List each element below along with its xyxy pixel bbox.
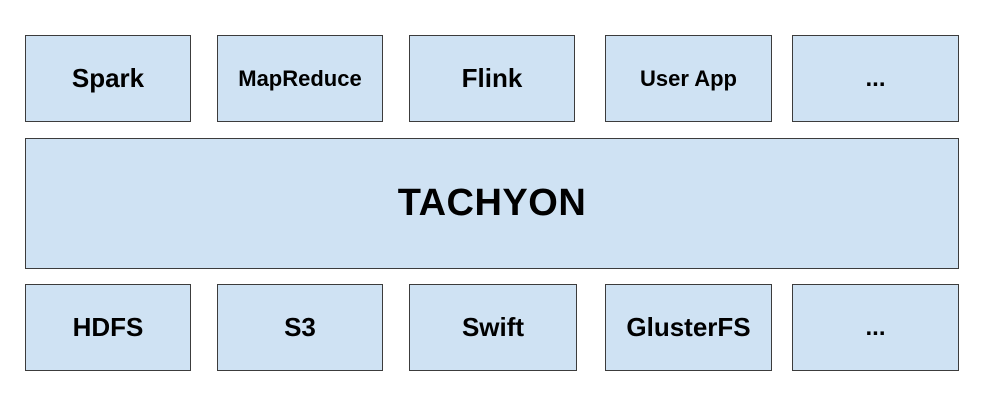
storage-box-glusterfs: GlusterFS: [605, 284, 772, 371]
storage-box-hdfs: HDFS: [25, 284, 191, 371]
storage-box-more: ...: [792, 284, 959, 371]
framework-box-user-app: User App: [605, 35, 772, 122]
storage-box-s3: S3: [217, 284, 383, 371]
framework-box-mapreduce: MapReduce: [217, 35, 383, 122]
core-layer-tachyon: TACHYON: [25, 138, 959, 269]
storage-box-swift: Swift: [409, 284, 577, 371]
framework-box-flink: Flink: [409, 35, 575, 122]
framework-box-more: ...: [792, 35, 959, 122]
framework-box-spark: Spark: [25, 35, 191, 122]
